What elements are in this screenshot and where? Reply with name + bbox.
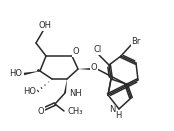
Text: O: O (73, 48, 79, 56)
Text: OH: OH (38, 21, 52, 31)
Text: HO: HO (9, 70, 22, 78)
Text: Br: Br (131, 37, 141, 45)
Text: CH₃: CH₃ (68, 107, 84, 116)
Text: HO: HO (23, 88, 36, 97)
Text: O: O (91, 64, 97, 72)
Text: O: O (38, 107, 44, 116)
Polygon shape (24, 71, 40, 75)
Text: H: H (115, 111, 121, 119)
Text: Cl: Cl (94, 45, 102, 54)
Text: N: N (109, 105, 115, 114)
Polygon shape (64, 79, 67, 93)
Polygon shape (78, 68, 91, 70)
Text: NH: NH (69, 89, 82, 99)
